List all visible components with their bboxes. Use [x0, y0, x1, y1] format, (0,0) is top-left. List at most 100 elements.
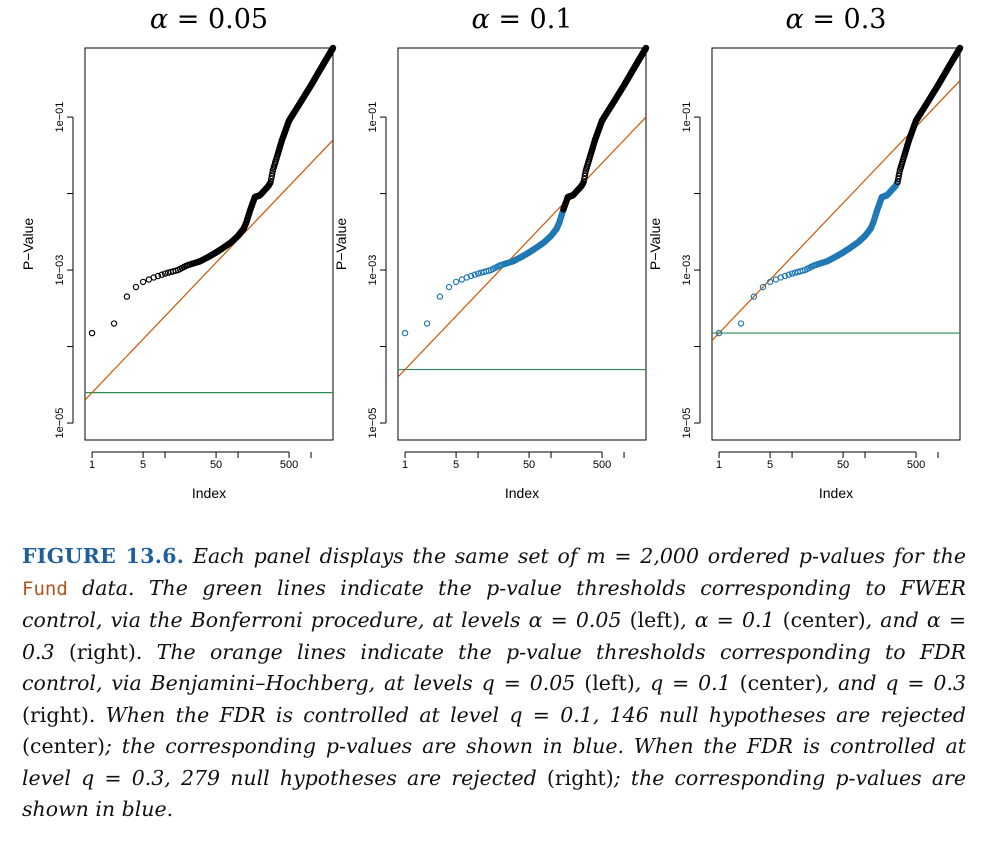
rejected-pvalue-point — [788, 270, 796, 277]
x-axis-label: Index — [505, 485, 539, 501]
caption-math: q = 0.05 — [481, 671, 576, 695]
y-tick-label: 1e−01 — [54, 102, 66, 133]
x-tick-label: 50 — [210, 459, 222, 471]
rejected-pvalue-point — [471, 271, 478, 278]
x-tick-label: 5 — [140, 459, 146, 471]
pvalue-point — [158, 271, 165, 278]
x-tick-label: 5 — [767, 459, 773, 471]
x-tick-label: 5 — [453, 459, 459, 471]
caption-math: α = 0.05 — [528, 608, 622, 632]
caption-text: , 279 null hypotheses are rejected — [164, 765, 537, 790]
rejected-pvalue-point — [401, 329, 409, 337]
x-tick-label: 1 — [89, 459, 95, 471]
panel-title-greek: α — [786, 4, 804, 35]
x-axis-label: Index — [819, 485, 853, 501]
caption-lead: FIGURE 13.6. — [22, 544, 185, 568]
pvalue-point — [123, 293, 131, 300]
caption-text: , 146 null hypotheses are rejected — [592, 702, 966, 727]
x-axis-label: Index — [192, 485, 226, 501]
caption-upright: (center) — [22, 734, 105, 758]
panel-2: α = 0.1 1 5 50 500 Index 1e−01 1e−03 1e−05 P−Valu… — [333, 4, 650, 501]
bh-threshold-line — [85, 139, 333, 401]
caption-text: ordered p-values for the — [699, 544, 966, 568]
caption-upright: (center) — [774, 608, 866, 632]
panel-title-greek: α — [150, 4, 168, 35]
caption-code-fund: Fund — [22, 577, 68, 600]
rejected-pvalue-point — [785, 271, 792, 278]
x-tick-label: 50 — [837, 459, 849, 471]
figure-caption: FIGURE 13.6. Each panel displays the sam… — [22, 541, 966, 826]
x-tick-label: 500 — [593, 459, 611, 471]
caption-math: q = 0.3 — [885, 671, 966, 695]
pvalue-point — [161, 270, 169, 277]
panel-title: α = 0.3 — [786, 4, 887, 35]
pvalue-points — [715, 44, 964, 337]
caption-math: α = 0.1 — [694, 608, 775, 632]
pvalue-point — [956, 44, 964, 52]
caption-math: α = 0.3 — [22, 608, 967, 664]
pvalue-point — [154, 272, 162, 280]
caption-upright: (right) — [54, 639, 136, 664]
pvalue-point — [894, 178, 901, 185]
caption-text: . When the FDR is controlled at level — [88, 702, 510, 727]
pvalue-points — [88, 44, 337, 337]
x-tick-label: 1 — [716, 459, 722, 471]
caption-upright: (left) — [621, 608, 681, 632]
pvalue-point — [139, 278, 147, 286]
caption-text: ; the corresponding p-values are shown i… — [22, 734, 966, 790]
caption-text: . The orange lines indicate the p-value … — [22, 639, 966, 696]
caption-text: Each panel displays the same set of — [184, 544, 587, 568]
panel-title-value: = 0.3 — [804, 4, 887, 35]
caption-text: , — [634, 671, 651, 695]
pvalue-point — [581, 175, 588, 183]
y-tick-label: 1e−03 — [367, 255, 379, 286]
rejected-pvalue-point — [467, 272, 475, 280]
bh-threshold-line — [398, 116, 646, 378]
x-tick-label: 50 — [523, 459, 535, 471]
panel-3: α = 0.3 1 5 50 500 Index 1e−01 1e−03 1e−05 P−Valu… — [647, 4, 964, 501]
rejected-pvalue-point — [423, 320, 431, 327]
pvalue-point — [110, 320, 118, 327]
y-tick-label: 1e−01 — [681, 102, 693, 133]
panel-title-greek: α — [472, 4, 490, 35]
y-axis-label: P−Value — [20, 218, 36, 270]
pvalue-point — [88, 329, 96, 337]
caption-upright: (center) — [730, 671, 823, 695]
pvalue-point — [895, 175, 902, 183]
pvalue-point — [329, 44, 337, 52]
plot-frame — [711, 47, 961, 441]
y-tick-label: 1e−01 — [367, 102, 379, 133]
rejected-pvalue-point — [452, 278, 460, 286]
panel-title: α = 0.1 — [472, 4, 573, 35]
caption-text: , and — [822, 671, 886, 695]
y-axis-label: P−Value — [333, 218, 349, 270]
pvalue-points — [401, 44, 650, 337]
plot-frame — [397, 47, 647, 441]
caption-text: data. The green lines indicate the p-val… — [22, 575, 966, 633]
y-tick-label: 1e−03 — [54, 255, 66, 286]
panel-title-value: = 0.1 — [490, 4, 573, 35]
rejected-pvalue-point — [436, 293, 444, 300]
pvalue-point — [642, 44, 650, 52]
rejected-pvalue-point — [750, 293, 758, 300]
rejected-pvalue-point — [715, 329, 723, 337]
pvalue-point — [267, 178, 274, 185]
rejected-pvalue-point — [766, 278, 774, 286]
pvalue-point — [132, 283, 140, 291]
rejected-pvalue-point — [474, 270, 482, 277]
bh-threshold-line — [712, 80, 960, 341]
x-tick-label: 500 — [907, 459, 925, 471]
x-tick-label: 500 — [280, 459, 298, 471]
y-axis-label: P−Value — [647, 218, 663, 270]
caption-math: m = 2,000 — [586, 544, 699, 568]
caption-upright: (left) — [575, 671, 635, 695]
y-tick-label: 1e−05 — [681, 408, 693, 439]
rejected-pvalue-point — [781, 272, 789, 280]
caption-upright: (right) — [536, 765, 614, 790]
plot-frame — [84, 47, 334, 441]
y-tick-label: 1e−03 — [681, 255, 693, 286]
panel-title-value: = 0.05 — [168, 4, 268, 35]
caption-upright: (right) — [22, 702, 89, 727]
y-tick-label: 1e−05 — [367, 408, 379, 439]
x-tick-label: 1 — [402, 459, 408, 471]
